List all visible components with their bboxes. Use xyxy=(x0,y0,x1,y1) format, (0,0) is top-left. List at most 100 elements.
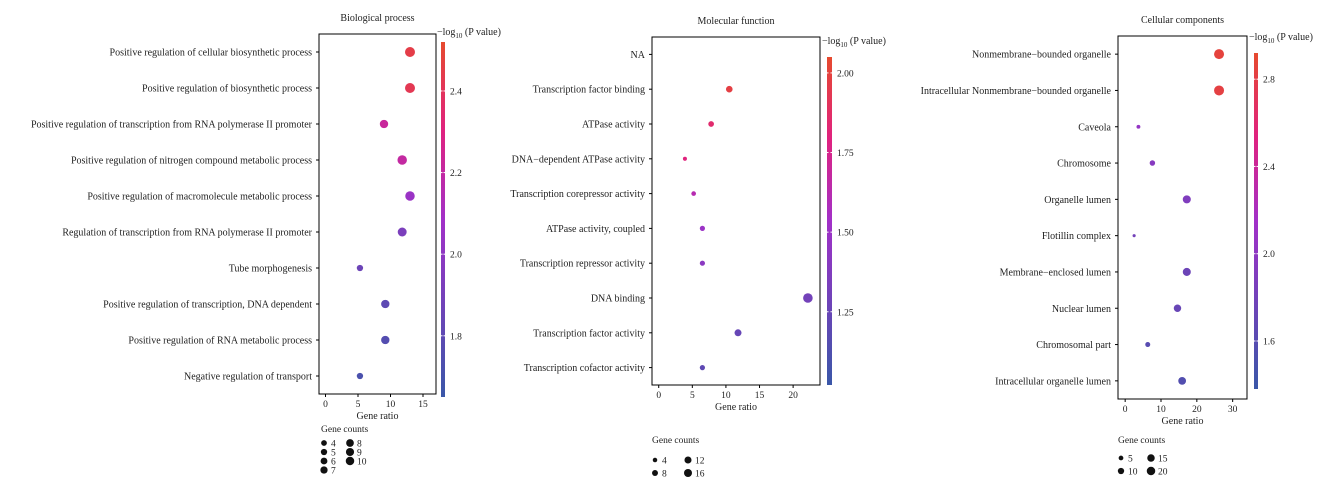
category-label: Caveola xyxy=(1078,122,1111,133)
data-point xyxy=(682,156,687,161)
x-tick-label: 0 xyxy=(1123,405,1128,415)
plot-frame xyxy=(651,36,821,386)
legend-title: Gene counts xyxy=(1118,436,1166,446)
colorbar-tick-label: 1.8 xyxy=(450,332,462,342)
legend-size-dot xyxy=(320,457,328,465)
legend-size-dot xyxy=(652,470,658,476)
size-legend: Gene counts 5 10 15 20 xyxy=(1117,436,1168,477)
colorbar-tick-label: 2.8 xyxy=(1263,76,1275,86)
x-axis-title: Gene ratio xyxy=(715,402,757,413)
legend-size-dot xyxy=(345,456,355,466)
legend-size-dot xyxy=(345,447,355,457)
legend-label: 8 xyxy=(662,470,667,477)
category-label: Tube morphogenesis xyxy=(229,264,312,275)
legend-label: 8 xyxy=(357,440,362,450)
category-label: Transcription factor binding xyxy=(533,85,645,96)
x-tick-label: 0 xyxy=(323,400,328,410)
data-point xyxy=(691,191,696,196)
category-label: Membrane−enclosed lumen xyxy=(1000,267,1111,278)
category-label: Positive regulation of RNA metabolic pro… xyxy=(128,336,312,347)
data-point xyxy=(397,227,407,237)
x-tick-label: 0 xyxy=(656,391,661,401)
category-label: ATPase activity, coupled xyxy=(546,224,645,235)
plot-frame xyxy=(318,33,437,395)
data-point xyxy=(356,372,364,380)
x-axis-title: Gene ratio xyxy=(1162,416,1204,427)
x-tick-label: 5 xyxy=(690,391,695,401)
category-label: Positive regulation of macromolecule met… xyxy=(87,192,312,203)
plot-frame xyxy=(1117,35,1248,400)
category-label: Nuclear lumen xyxy=(1052,304,1111,315)
data-point xyxy=(734,329,742,337)
legend-size-dot xyxy=(320,448,328,456)
colorbar-title-subscript: 10 xyxy=(1267,37,1275,45)
legend-size-dot xyxy=(320,466,328,474)
legend-label: 12 xyxy=(695,457,705,467)
category-label: Chromosome xyxy=(1057,159,1111,170)
data-point xyxy=(1182,267,1191,276)
data-point xyxy=(379,119,389,129)
colorbar-tick-label: 1.75 xyxy=(837,149,854,159)
panel-2: Molecular function NA Transcription factor… xyxy=(510,16,886,477)
category-label: DNA binding xyxy=(591,294,645,305)
legend-label: 10 xyxy=(357,458,367,468)
colorbar-title-suffix: (P value) xyxy=(462,27,501,38)
x-tick-label: 10 xyxy=(386,400,396,410)
data-point xyxy=(381,299,390,309)
colorbar-tick-label: 2.2 xyxy=(450,169,462,179)
category-label: Organelle lumen xyxy=(1044,195,1111,206)
legend-size-dot xyxy=(652,457,658,463)
colorbar-title-prefix: −log xyxy=(1249,32,1267,43)
x-tick-label: 10 xyxy=(1156,405,1166,415)
category-label: Transcription repressor activity xyxy=(520,259,645,270)
data-point xyxy=(1149,160,1156,166)
colorbar-tick-label: 2.0 xyxy=(1263,250,1275,260)
colorbar-title-suffix: (P value) xyxy=(847,36,886,47)
colorbar-title-prefix: −log xyxy=(822,36,840,47)
legend-label: 7 xyxy=(331,467,336,477)
x-tick-label: 30 xyxy=(1228,405,1238,415)
colorbar xyxy=(827,57,832,385)
legend-label: 16 xyxy=(695,470,705,477)
x-axis-title: Gene ratio xyxy=(357,411,399,422)
category-label: Negative regulation of transport xyxy=(184,372,312,383)
colorbar-tick-label: 2.4 xyxy=(450,87,462,97)
category-label: DNA−dependent ATPase activity xyxy=(512,154,645,165)
data-point xyxy=(699,260,706,266)
legend-title: Gene counts xyxy=(321,425,369,435)
category-label: Regulation of transcription from RNA pol… xyxy=(62,228,312,239)
data-point xyxy=(1214,85,1225,96)
data-point xyxy=(405,191,415,201)
category-label: Transcription cofactor activity xyxy=(524,363,645,374)
category-label: Nonmembrane−bounded organelle xyxy=(972,50,1112,61)
legend-size-dot xyxy=(1118,455,1124,461)
category-label: Positive regulation of transcription, DN… xyxy=(103,300,312,311)
category-label: Positive regulation of transcription fro… xyxy=(31,120,313,131)
data-point xyxy=(1132,234,1136,238)
category-label: Intracellular Nonmembrane−bounded organe… xyxy=(921,86,1112,97)
legend-label: 10 xyxy=(1128,468,1138,477)
category-label: Transcription factor activity xyxy=(533,328,645,339)
legend-size-dot xyxy=(346,439,354,447)
panel-3: Cellular components Nonmembrane−bounded o… xyxy=(921,15,1313,477)
category-label: Positive regulation of biosynthetic proc… xyxy=(142,84,312,95)
data-point xyxy=(803,293,813,303)
x-tick-label: 15 xyxy=(755,391,765,401)
data-point xyxy=(1214,49,1225,60)
legend-label: 5 xyxy=(331,449,336,459)
category-label: ATPase activity xyxy=(582,120,645,131)
legend-size-dot xyxy=(684,456,692,464)
colorbar-title: −log10 (P value) xyxy=(1249,32,1313,45)
data-point xyxy=(397,155,407,165)
data-point xyxy=(725,85,733,93)
x-tick-label: 5 xyxy=(356,400,361,410)
panel-1: Biological process Positive regulation of… xyxy=(31,13,501,477)
size-legend: Gene counts 4 8 12 16 xyxy=(652,436,705,477)
legend-label: 9 xyxy=(357,449,362,459)
category-label: Flotillin complex xyxy=(1042,231,1111,242)
category-label: Transcription corepressor activity xyxy=(510,189,645,200)
data-point xyxy=(699,364,706,371)
x-tick-label: 15 xyxy=(418,400,428,410)
data-point xyxy=(356,264,364,272)
